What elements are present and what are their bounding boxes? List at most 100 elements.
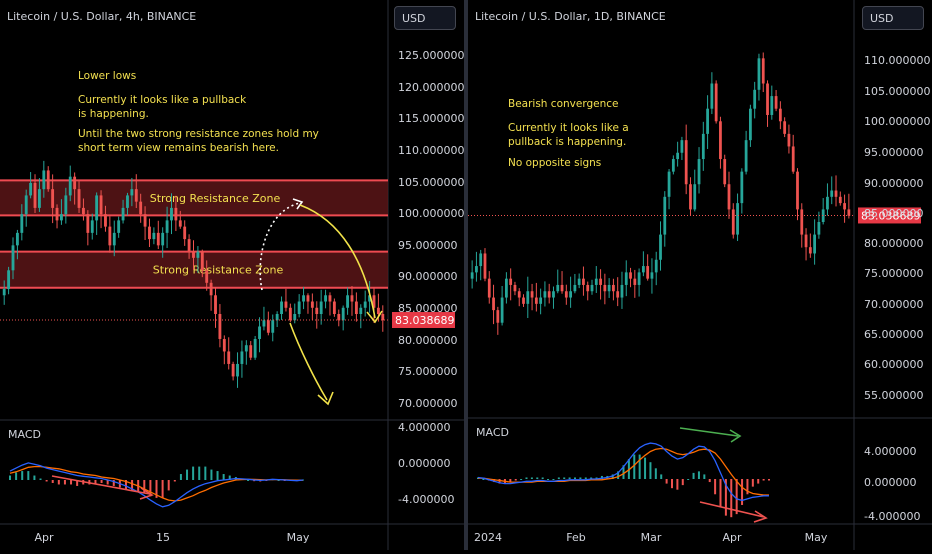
- price-tick-label: 95.000000: [398, 239, 458, 252]
- arrow-head: [729, 429, 742, 443]
- macd-histogram-bar: [210, 469, 213, 480]
- macd-histogram-bar: [186, 469, 189, 480]
- candle-body: [800, 209, 804, 235]
- candle-body: [200, 251, 204, 271]
- chart-panel-right[interactable]: 83.038689 110.000000 105.000000 100.000000 9…: [468, 0, 932, 550]
- panel-divider[interactable]: [464, 0, 468, 550]
- macd-histogram-bar: [57, 480, 60, 485]
- candle-body: [684, 140, 688, 185]
- candle-body: [582, 278, 585, 285]
- chart-4h[interactable]: Strong Resistance Zone Strong Resistance …: [0, 0, 464, 550]
- macd-histogram-bar: [204, 466, 207, 480]
- currency-button[interactable]: USD: [862, 6, 924, 30]
- candle-body: [761, 58, 765, 84]
- candle-body: [787, 133, 791, 147]
- dotted-curved-arrow-icon[interactable]: [259, 202, 301, 291]
- candle-body: [783, 121, 787, 134]
- candle-body: [744, 140, 748, 172]
- macd-histogram-bar: [768, 479, 770, 481]
- candle-body: [29, 182, 33, 196]
- macd-histogram-bar: [228, 475, 231, 480]
- candle-body: [183, 226, 187, 240]
- candle-body: [641, 266, 645, 273]
- candle-body: [697, 159, 701, 185]
- price-tick-label: 55.000000: [864, 389, 924, 402]
- candle-body: [590, 284, 594, 292]
- price-tick-label: 75.000000: [864, 267, 924, 280]
- macd-histogram-bar: [179, 474, 182, 480]
- straight-arrow-icon[interactable]: [51, 475, 151, 495]
- macd-histogram-bar: [155, 480, 158, 498]
- candle-body: [121, 207, 125, 221]
- macd-histogram-bar: [106, 480, 109, 485]
- note-text: Lower lows: [78, 70, 136, 82]
- macd-histogram-bar: [9, 475, 11, 480]
- candle-body: [297, 301, 301, 315]
- candle-body: [766, 83, 769, 115]
- macd-histogram-bar: [76, 480, 79, 486]
- arrow-head: [753, 510, 768, 523]
- macd-histogram-bar: [644, 457, 647, 479]
- note-text: Bearish convergence: [508, 98, 618, 110]
- macd-histogram-bar: [530, 477, 533, 479]
- macd-histogram-bar: [149, 480, 152, 497]
- candle-body: [629, 272, 632, 279]
- candle-body: [496, 310, 500, 323]
- macd-line: [477, 442, 769, 502]
- price-tick-label: 85.000000: [398, 302, 458, 315]
- time-tick-label: May: [805, 531, 828, 544]
- candle-body: [671, 159, 675, 172]
- candle-body: [736, 203, 739, 235]
- candle-body: [332, 301, 336, 315]
- candle-body: [196, 251, 200, 258]
- note-text: pullback is happening.: [508, 136, 626, 148]
- candle-body: [130, 189, 134, 196]
- candle-body: [813, 234, 817, 254]
- macd-histogram-bar: [514, 479, 517, 481]
- chart-panel-left[interactable]: Strong Resistance Zone Strong Resistance …: [0, 0, 464, 550]
- candle-body: [500, 297, 504, 323]
- candle-body: [324, 295, 327, 302]
- candle-body: [719, 121, 722, 160]
- candle-body: [275, 314, 279, 321]
- price-tick-label: 120.000000: [398, 81, 464, 94]
- currency-button[interactable]: USD: [394, 6, 456, 30]
- candle-body: [796, 171, 799, 210]
- arrow-head: [292, 198, 304, 210]
- candle-body: [577, 278, 581, 285]
- candle-body: [231, 363, 235, 377]
- candle-body: [830, 190, 834, 197]
- candle-body: [60, 214, 63, 221]
- candle-body: [64, 195, 68, 215]
- candle-body: [504, 278, 508, 298]
- candle-body: [680, 140, 684, 153]
- chart-1d[interactable]: 83.038689 110.000000 105.000000 100.000000 9…: [468, 0, 932, 550]
- time-tick-label: 2024: [474, 531, 502, 544]
- macd-histogram-bar: [493, 479, 496, 483]
- price-tick-label: 125.000000: [398, 49, 464, 62]
- curved-arrow-icon[interactable]: [289, 322, 328, 401]
- macd-tick-label: 0.000000: [864, 476, 917, 489]
- macd-histogram-bar: [552, 479, 555, 480]
- candle-body: [165, 220, 169, 233]
- candle-body: [522, 297, 525, 304]
- price-tick-label: 70.000000: [864, 298, 924, 311]
- straight-arrow-icon[interactable]: [699, 501, 765, 518]
- macd-histogram-bar: [762, 479, 765, 481]
- price-tick-label: 70.000000: [398, 397, 458, 410]
- candle-body: [306, 295, 310, 302]
- candle-body: [68, 176, 72, 196]
- candle-body: [112, 232, 116, 246]
- candle-body: [37, 189, 41, 208]
- candle-body: [104, 214, 107, 227]
- arrow-head: [139, 487, 154, 500]
- candle-body: [2, 289, 6, 296]
- curved-arrow-icon[interactable]: [299, 204, 376, 319]
- macd-histogram-bar: [94, 480, 97, 485]
- candle-body: [817, 222, 821, 235]
- straight-arrow-icon[interactable]: [679, 427, 739, 437]
- candle-body: [222, 338, 226, 352]
- price-tick-label: 105.000000: [864, 85, 930, 98]
- candle-body: [616, 291, 620, 298]
- candle-body: [372, 295, 376, 308]
